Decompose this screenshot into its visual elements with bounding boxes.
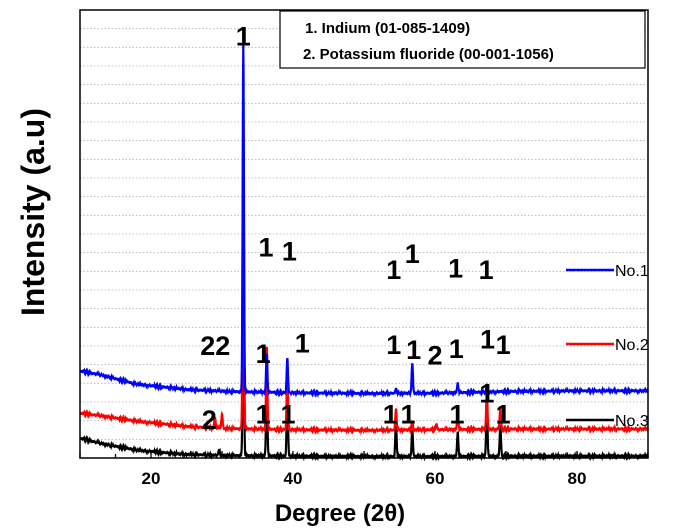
peak-label: 1: [405, 239, 420, 269]
x-tick-label: 20: [142, 469, 161, 488]
peak-label: 1: [496, 400, 511, 430]
peak-label: 1: [448, 253, 463, 283]
series-line-no1: [79, 43, 649, 399]
peak-label: 1: [386, 330, 401, 360]
peak-label: 1: [479, 379, 494, 409]
peak-label: 1: [256, 400, 271, 430]
peak-label: 1: [479, 255, 494, 285]
peak-label: 1: [496, 330, 511, 360]
x-tick-label: 80: [568, 469, 587, 488]
peak-label: 1: [236, 22, 251, 52]
legend: No.1 No.2 No.3: [566, 263, 649, 430]
reference-box: 1. Indium (01-085-1409) 2. Potassium fluo…: [279, 10, 646, 69]
peak-label: 1: [282, 236, 297, 266]
x-tick-label: 60: [426, 469, 445, 488]
peak-label: 1: [449, 400, 464, 430]
peak-label: 1: [383, 400, 398, 430]
legend-label: No.1: [615, 263, 649, 280]
reference-entry: 2. Potassium fluoride (00-001-1056): [303, 46, 554, 63]
peak-label: 2: [202, 405, 217, 435]
reference-box-frame: [279, 10, 646, 69]
series-layer: [79, 43, 649, 462]
peak-label: 1: [480, 325, 495, 355]
peak-labels: 11 111 1 12 2 1 1 1 1 2 1 1 12 1 1 1 1 111: [200, 22, 510, 435]
peak-label: 1: [295, 329, 310, 359]
x-axis-tick-labels: 20 40 60 80: [142, 469, 587, 488]
peak-label: 1: [386, 255, 401, 285]
peak-label: 2: [215, 331, 230, 361]
grid-lines: [80, 28, 648, 440]
x-axis-ticks: [79, 451, 649, 458]
peak-label: 2: [427, 340, 442, 370]
peak-label: 1: [259, 232, 274, 262]
peak-label: 1: [401, 400, 416, 430]
peak-label: 1: [449, 334, 464, 364]
legend-label: No.2: [615, 337, 649, 354]
peak-label: 1: [281, 400, 296, 430]
peak-label: 2: [200, 331, 215, 361]
y-axis-title: Intensity (a.u): [15, 108, 51, 316]
x-axis-title: Degree (2θ): [275, 500, 405, 527]
peak-label: 1: [406, 335, 421, 365]
legend-label: No.3: [615, 413, 649, 430]
x-tick-label: 40: [284, 469, 303, 488]
series-line-no2: [79, 112, 649, 436]
peak-label: 1: [256, 339, 271, 369]
reference-entry: 1. Indium (01-085-1409): [305, 20, 470, 37]
